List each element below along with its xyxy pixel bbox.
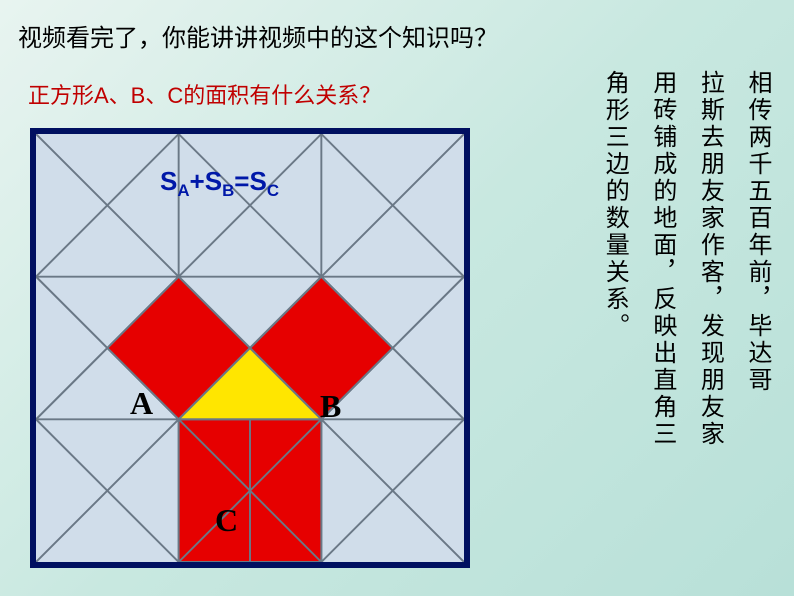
sub-B: B bbox=[222, 181, 234, 200]
story-col-2: 拉斯去朋友家作客，发现朋友家 bbox=[693, 70, 727, 570]
story-col-1: 相传两千五百年前，毕达哥 bbox=[740, 70, 774, 570]
sub-question: 正方形A、B、C的面积有什么关系？ bbox=[28, 78, 381, 110]
sub-A: A bbox=[177, 181, 189, 200]
story-col-3: 用砖铺成的地面，反映出直角三 bbox=[645, 70, 679, 570]
area-formula: SA+SB=SC bbox=[150, 160, 340, 207]
sym-plus: + bbox=[190, 166, 205, 196]
sym-eq: = bbox=[234, 166, 249, 196]
label-A: A bbox=[130, 385, 153, 422]
top-question: 视频看完了，你能讲讲视频中的这个知识吗？ bbox=[18, 18, 498, 53]
label-C: C bbox=[215, 502, 238, 539]
label-B: B bbox=[320, 388, 341, 425]
story-text: 相传两千五百年前，毕达哥 拉斯去朋友家作客，发现朋友家 用砖铺成的地面，反映出直… bbox=[598, 70, 774, 570]
sym-S1: S bbox=[160, 166, 177, 196]
sub-C: C bbox=[267, 181, 279, 200]
sym-S3: S bbox=[249, 166, 266, 196]
story-col-4: 角形三边的数量关系。 bbox=[598, 70, 632, 570]
sym-S2: S bbox=[205, 166, 222, 196]
